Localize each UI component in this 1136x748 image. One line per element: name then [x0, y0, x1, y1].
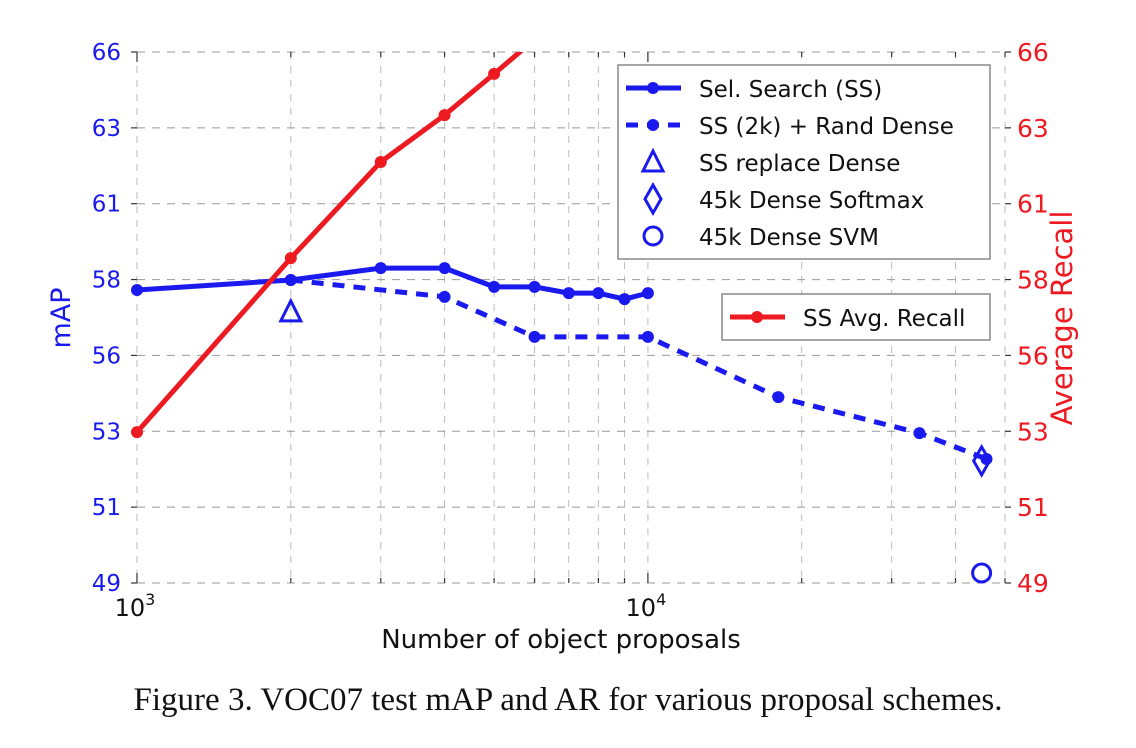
data-point-sel-search-ss: [618, 293, 631, 306]
y-tick-label-right: 61: [1017, 190, 1049, 219]
data-point-ss-2k-rand-dense: [772, 391, 785, 404]
data-point-sel-search-ss: [592, 287, 605, 300]
series-line-sel-search-ss: [137, 265, 649, 302]
data-point-sel-search-ss: [374, 262, 387, 275]
data-point-ss-avg-recall: [284, 252, 297, 265]
y-tick-label-left: 56: [92, 343, 121, 369]
legend-label: SS replace Dense: [699, 151, 900, 177]
legend-marker-45k-dense-softmax: [643, 181, 663, 217]
y-tick-label-left: 63: [92, 116, 121, 142]
y-tick-label-right: 51: [1017, 493, 1049, 522]
y-tick-label-right: 63: [1017, 114, 1049, 143]
y-tick-label-left: 53: [92, 419, 121, 445]
x-tick-label: 103: [115, 590, 156, 622]
x-tick-label-exponent: 4: [656, 590, 666, 609]
data-point-45k-dense-svm: [971, 562, 993, 584]
data-point-ss-replace-dense: [278, 297, 304, 323]
data-point-sel-search-ss: [488, 280, 501, 293]
y-tick-label-right: 58: [1017, 266, 1049, 295]
y-tick-label-left: 51: [92, 495, 121, 521]
y-tick-label-right: 56: [1017, 341, 1049, 370]
data-point-ss-2k-rand-dense: [528, 330, 541, 343]
data-point-ss-2k-rand-dense: [438, 290, 451, 303]
legend-label: SS (2k) + Rand Dense: [699, 114, 954, 140]
data-point-sel-search-ss: [528, 280, 541, 293]
legend-marker-ss-2k-rand-dense: [647, 119, 659, 131]
series-line-ss-avg-recall: [137, 52, 524, 434]
data-point-sel-search-ss: [562, 287, 575, 300]
data-point-ss-avg-recall: [131, 426, 143, 439]
x-tick-label-base: 10: [115, 594, 146, 622]
y-axis-label-right: Average Recall: [1045, 211, 1079, 426]
legend-marker-ss-replace-dense: [640, 147, 666, 173]
legend-label: SS Avg. Recall: [803, 306, 965, 332]
legend: Sel. Search (SS) SS (2k) + Rand Dense SS r…: [617, 64, 991, 341]
data-point-sel-search-ss: [438, 262, 451, 275]
data-point-ss-avg-recall: [374, 155, 387, 168]
x-tick-label-base: 10: [626, 594, 657, 622]
data-point-sel-search-ss: [131, 284, 143, 297]
legend-label: 45k Dense Softmax: [699, 188, 924, 214]
y-tick-label-right: 49: [1017, 569, 1049, 598]
data-point-ss-2k-rand-dense: [913, 427, 926, 440]
legend-label: 45k Dense SVM: [699, 225, 879, 251]
figure-caption: Figure 3. VOC07 test mAP and AR for vari…: [133, 682, 1003, 718]
data-point-ss-2k-rand-dense: [284, 274, 297, 287]
y-tick-label-left: 49: [92, 571, 121, 597]
marker-layer: [131, 67, 993, 584]
y-axis-label-left: mAP: [46, 287, 77, 348]
legend-marker-45k-dense-svm: [642, 225, 664, 247]
data-point-45k-dense-softmax: [971, 443, 992, 478]
x-axis-label: Number of object proposals: [381, 625, 741, 655]
y-tick-label-right: 66: [1017, 38, 1049, 67]
y-tick-label-left: 58: [92, 268, 121, 294]
y-tick-label-left: 61: [92, 192, 121, 218]
legend-marker-ss-avg-recall: [751, 311, 763, 323]
y-tick-label-right: 53: [1017, 417, 1049, 446]
data-point-ss-2k-rand-dense: [641, 330, 654, 343]
data-point-ss-avg-recall: [438, 109, 451, 122]
legend-label: Sel. Search (SS): [699, 77, 882, 103]
legend-marker-sel-search-ss: [647, 82, 659, 94]
legend-box: [617, 64, 991, 260]
x-tick-label-exponent: 3: [145, 590, 155, 609]
data-point-sel-search-ss: [641, 287, 654, 300]
x-tick-label: 104: [626, 590, 667, 622]
data-point-ss-avg-recall: [488, 67, 501, 80]
y-tick-label-left: 66: [92, 40, 121, 66]
